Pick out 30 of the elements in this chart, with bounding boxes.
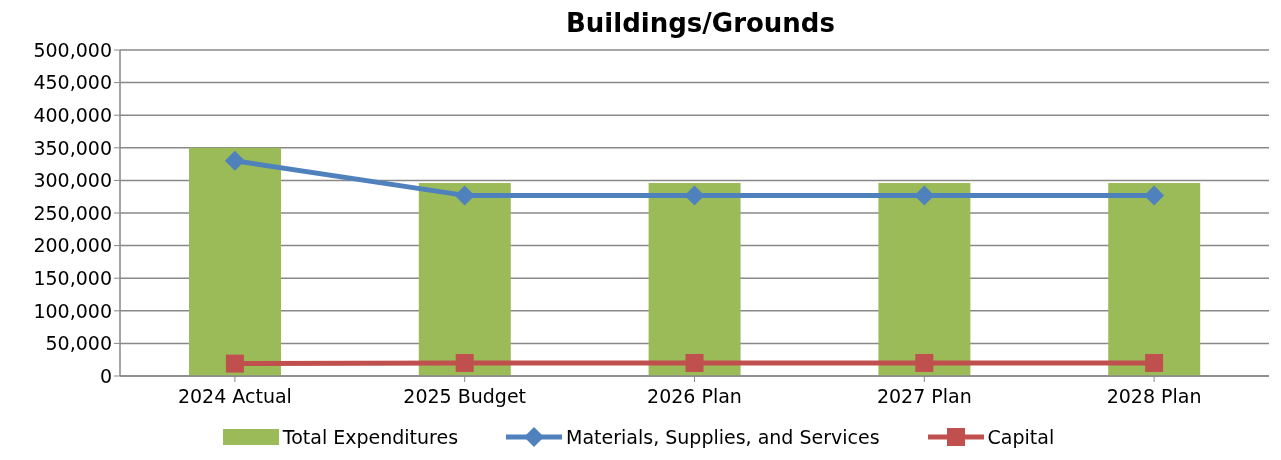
point [224,150,245,171]
legend-label: Total Expenditures [282,426,459,448]
y-tick-label: 250,000 [33,201,112,224]
x-tick-label: 2024 Actual [177,385,292,408]
point [454,185,475,206]
point [685,353,704,372]
x-tick-label: 2028 Plan [1106,385,1202,408]
point [455,353,474,372]
y-tick-label: 300,000 [33,169,112,192]
point [1145,353,1164,372]
point [915,353,934,372]
chart-title: Buildings/Grounds [565,8,836,38]
point [684,185,705,206]
point [225,354,244,373]
y-tick-label: 50,000 [45,332,112,355]
y-tick-label: 500,000 [33,38,112,61]
y-tick-label: 350,000 [33,136,112,159]
x-tick-label: 2025 Budget [403,385,527,408]
x-tick-label: 2027 Plan [876,385,972,408]
y-tick-label: 200,000 [33,234,112,257]
point [914,185,935,206]
y-tick-label: 150,000 [33,266,112,289]
y-tick-label: 450,000 [33,71,112,94]
point [1144,185,1165,206]
y-tick-label: 0 [99,364,112,387]
y-tick-label: 400,000 [33,103,112,126]
legend-label: Materials, Supplies, and Services [566,426,880,448]
legend-label: Capital [987,426,1055,448]
x-tick-label: 2026 Plan [647,385,742,408]
y-tick-label: 100,000 [33,299,112,322]
